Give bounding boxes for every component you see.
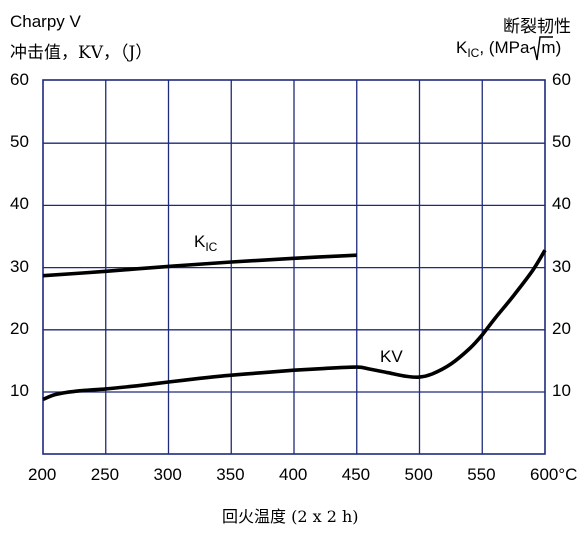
left-y-tick-label: 60 xyxy=(10,70,29,89)
kic-symbol-sub: IC xyxy=(467,46,480,60)
left-y-tick-label: 10 xyxy=(10,381,29,400)
x-tick-label: 500 xyxy=(404,465,433,484)
series-label-kic-main: K xyxy=(194,232,206,251)
left-y-tick-label: 40 xyxy=(10,194,29,214)
left-axis-title-line2: 冲击值，KV，（J） xyxy=(10,43,153,63)
left-y-tick-label: 20 xyxy=(10,318,29,338)
unit-root: m xyxy=(541,38,556,57)
series-label-kic: KIC xyxy=(194,232,218,254)
right-axis-unit: KIC, (MPa m) xyxy=(456,38,562,60)
x-tick-label: 600°C xyxy=(530,465,578,484)
right-y-tick-label: 30 xyxy=(552,256,571,276)
left-axis-title-line1: Charpy V xyxy=(10,12,81,31)
sqrt-sign xyxy=(529,36,553,61)
series-line-kv xyxy=(42,249,547,402)
x-tick-label: 300 xyxy=(153,465,182,484)
x-tick-label: 550 xyxy=(467,465,496,484)
right-y-tick-label: 20 xyxy=(552,318,571,338)
right-y-tick-label: 60 xyxy=(552,70,571,89)
series-layer xyxy=(42,249,547,402)
right-y-tick-label: 10 xyxy=(552,381,571,400)
series-label-kv: KV xyxy=(380,347,403,366)
kic-symbol-main: K xyxy=(456,38,468,57)
right-y-tick-label: 50 xyxy=(552,132,571,152)
grid-lines xyxy=(43,80,545,454)
series-line-kic xyxy=(42,253,357,278)
x-tick-label: 350 xyxy=(216,465,245,484)
x-tick-label: 250 xyxy=(90,465,120,484)
unit-close: ) xyxy=(555,38,562,57)
left-y-tick-label: 50 xyxy=(10,132,29,152)
series-label-kic-sub: IC xyxy=(205,240,218,254)
left-y-tick-label: 30 xyxy=(10,256,29,276)
x-tick-label: 450 xyxy=(341,465,371,484)
x-axis-label: 回火温度 (2 x 2 h) xyxy=(222,507,359,526)
right-axis-title-line1: 断裂韧性 xyxy=(503,17,571,37)
right-y-tick-label: 40 xyxy=(552,194,571,214)
x-tick-label: 400 xyxy=(279,465,308,484)
plot-frame xyxy=(42,79,546,455)
x-tick-label: 200 xyxy=(28,465,57,484)
unit-open: , (MPa xyxy=(479,38,530,57)
